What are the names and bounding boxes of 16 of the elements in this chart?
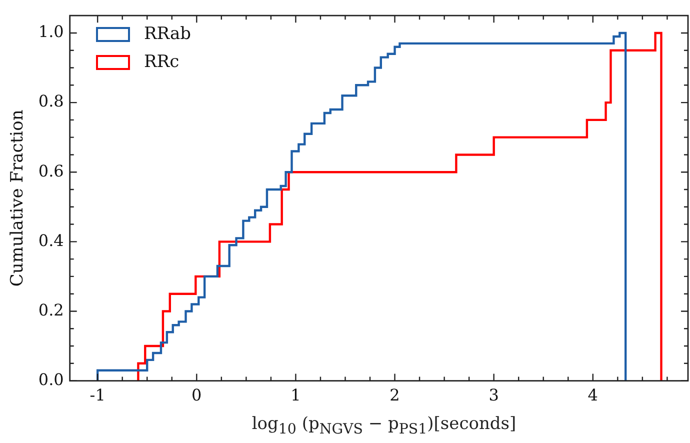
x-tick-label: 3 xyxy=(488,386,499,405)
y-axis-title: Cumulative Fraction xyxy=(8,110,28,287)
x-tick-label: 0 xyxy=(192,386,202,405)
legend-label: RRab xyxy=(144,24,192,44)
y-tick-label: 0.0 xyxy=(38,370,64,389)
x-tick-label: -1 xyxy=(90,386,106,405)
legend-label: RRc xyxy=(144,52,180,72)
x-tick-label: 4 xyxy=(588,386,598,405)
y-tick-label: 0.8 xyxy=(38,92,64,111)
y-tick-label: 0.6 xyxy=(38,161,64,180)
x-tick-label: 1 xyxy=(290,386,301,405)
y-tick-label: 0.4 xyxy=(38,230,64,250)
x-tick-label: 2 xyxy=(390,386,400,405)
y-tick-label: 1.0 xyxy=(38,22,64,42)
x-axis-title: log$_{10}$ (p$_{NGVS}$ − p$_{PS1}$)[seconds] xyxy=(250,414,518,438)
y-tick-label: 0.2 xyxy=(38,300,64,320)
